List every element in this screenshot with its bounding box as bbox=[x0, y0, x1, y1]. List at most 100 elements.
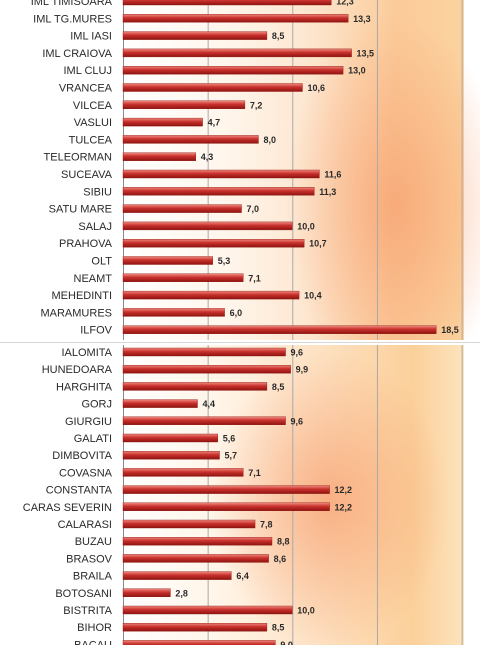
category-label: GORJ bbox=[81, 399, 112, 411]
bar bbox=[122, 382, 268, 391]
bar bbox=[122, 152, 196, 161]
bar bbox=[122, 485, 330, 494]
category-label: TULCEA bbox=[69, 134, 113, 146]
value-label: 13,0 bbox=[348, 66, 366, 76]
category-label: SIBIU bbox=[83, 186, 112, 198]
bar bbox=[122, 135, 259, 144]
value-label: 6,0 bbox=[230, 308, 243, 318]
value-label: 6,4 bbox=[236, 571, 249, 581]
category-label: IML CRAIOVA bbox=[42, 48, 112, 60]
value-label: 11,6 bbox=[324, 170, 341, 180]
category-label: CARAS SEVERIN bbox=[23, 502, 112, 514]
bar bbox=[122, 365, 291, 374]
value-label: 10,7 bbox=[309, 239, 327, 249]
category-label: ILFOV bbox=[80, 325, 112, 337]
category-label: BUZAU bbox=[75, 536, 112, 548]
value-label: 11,3 bbox=[319, 187, 336, 197]
bar bbox=[122, 100, 246, 110]
value-label: 8,5 bbox=[272, 623, 285, 633]
value-label: 13,3 bbox=[353, 14, 371, 24]
category-label: PRAHOVA bbox=[59, 238, 113, 250]
category-label: VASLUI bbox=[74, 117, 112, 129]
bar bbox=[122, 83, 303, 92]
value-label: 10,0 bbox=[297, 606, 315, 616]
value-label: 7,8 bbox=[260, 520, 273, 530]
bar bbox=[122, 537, 273, 546]
bar bbox=[122, 571, 232, 580]
value-label: 9,6 bbox=[291, 416, 304, 426]
value-label: 12,3 bbox=[336, 0, 354, 7]
value-label: 10,0 bbox=[297, 221, 315, 231]
value-label: 8,6 bbox=[274, 554, 287, 564]
value-label: 5,7 bbox=[225, 451, 238, 461]
value-label: 8,8 bbox=[277, 537, 290, 547]
value-label: 4,7 bbox=[208, 118, 221, 128]
bar bbox=[122, 468, 244, 477]
category-label: MEHEDINTI bbox=[52, 290, 113, 302]
bar bbox=[122, 588, 171, 597]
bar bbox=[122, 623, 268, 632]
category-label: IML TIMISOARA bbox=[31, 0, 113, 8]
bar bbox=[122, 399, 198, 408]
value-label: 9,6 bbox=[291, 348, 304, 358]
category-label: SALAJ bbox=[78, 221, 112, 233]
value-label: 8,5 bbox=[272, 31, 285, 41]
category-label: BISTRITA bbox=[63, 605, 112, 617]
bar bbox=[122, 14, 349, 23]
category-label: MARAMURES bbox=[40, 307, 112, 319]
category-label: BRASOV bbox=[66, 553, 113, 565]
bar bbox=[122, 238, 305, 248]
bars: IML TIMISOARA 12,3 IML TG.MURES 13,3 IML IAS… bbox=[23, 0, 459, 645]
category-label: BRAILA bbox=[73, 571, 113, 583]
value-label: 5,3 bbox=[218, 256, 231, 266]
value-label: 5,6 bbox=[223, 434, 236, 444]
value-label: 7,0 bbox=[247, 204, 260, 214]
bar bbox=[122, 117, 203, 127]
bar bbox=[122, 519, 256, 529]
value-label: 4,4 bbox=[202, 399, 215, 409]
category-label: IALOMITA bbox=[61, 347, 112, 359]
bar bbox=[122, 502, 330, 511]
value-label: 12,2 bbox=[335, 485, 353, 495]
category-label: CALARASI bbox=[58, 519, 112, 531]
bar bbox=[122, 325, 437, 334]
category-label: IML IASI bbox=[70, 31, 112, 43]
value-label: 10,6 bbox=[307, 83, 325, 93]
category-label: HARGHITA bbox=[56, 381, 113, 393]
bar bbox=[122, 187, 315, 196]
bar bbox=[122, 416, 286, 425]
bar bbox=[122, 0, 332, 6]
bar bbox=[122, 221, 293, 231]
bar bbox=[122, 31, 268, 40]
plot-background-upper bbox=[122, 0, 480, 395]
category-label: VILCEA bbox=[73, 100, 113, 112]
category-label: BACAU bbox=[74, 639, 112, 645]
value-label: 13,5 bbox=[357, 48, 375, 58]
category-label: GALATI bbox=[74, 433, 112, 445]
bar bbox=[122, 554, 269, 563]
value-label: 8,5 bbox=[272, 382, 285, 392]
value-label: 10,4 bbox=[304, 291, 322, 301]
category-label: GIURGIU bbox=[65, 416, 112, 428]
bar bbox=[122, 605, 293, 615]
category-label: SUCEAVA bbox=[61, 169, 113, 181]
category-label: IML CLUJ bbox=[64, 65, 113, 77]
value-label: 7,1 bbox=[248, 273, 261, 283]
value-label: 8,0 bbox=[263, 135, 276, 145]
category-label: COVASNA bbox=[59, 467, 113, 479]
category-label: VRANCEA bbox=[59, 83, 113, 95]
bar bbox=[122, 204, 242, 213]
value-label: 7,1 bbox=[248, 468, 261, 478]
bar bbox=[122, 256, 213, 265]
bar bbox=[122, 347, 286, 357]
value-label: 9,0 bbox=[280, 640, 293, 645]
value-label: 7,2 bbox=[250, 100, 263, 110]
value-label: 18,5 bbox=[441, 325, 459, 335]
bar bbox=[122, 433, 219, 443]
value-label: 2,8 bbox=[175, 588, 188, 598]
category-label: OLT bbox=[91, 256, 112, 268]
bar bbox=[122, 640, 276, 645]
category-label: HUNEDOARA bbox=[42, 364, 113, 376]
bar bbox=[122, 273, 244, 282]
